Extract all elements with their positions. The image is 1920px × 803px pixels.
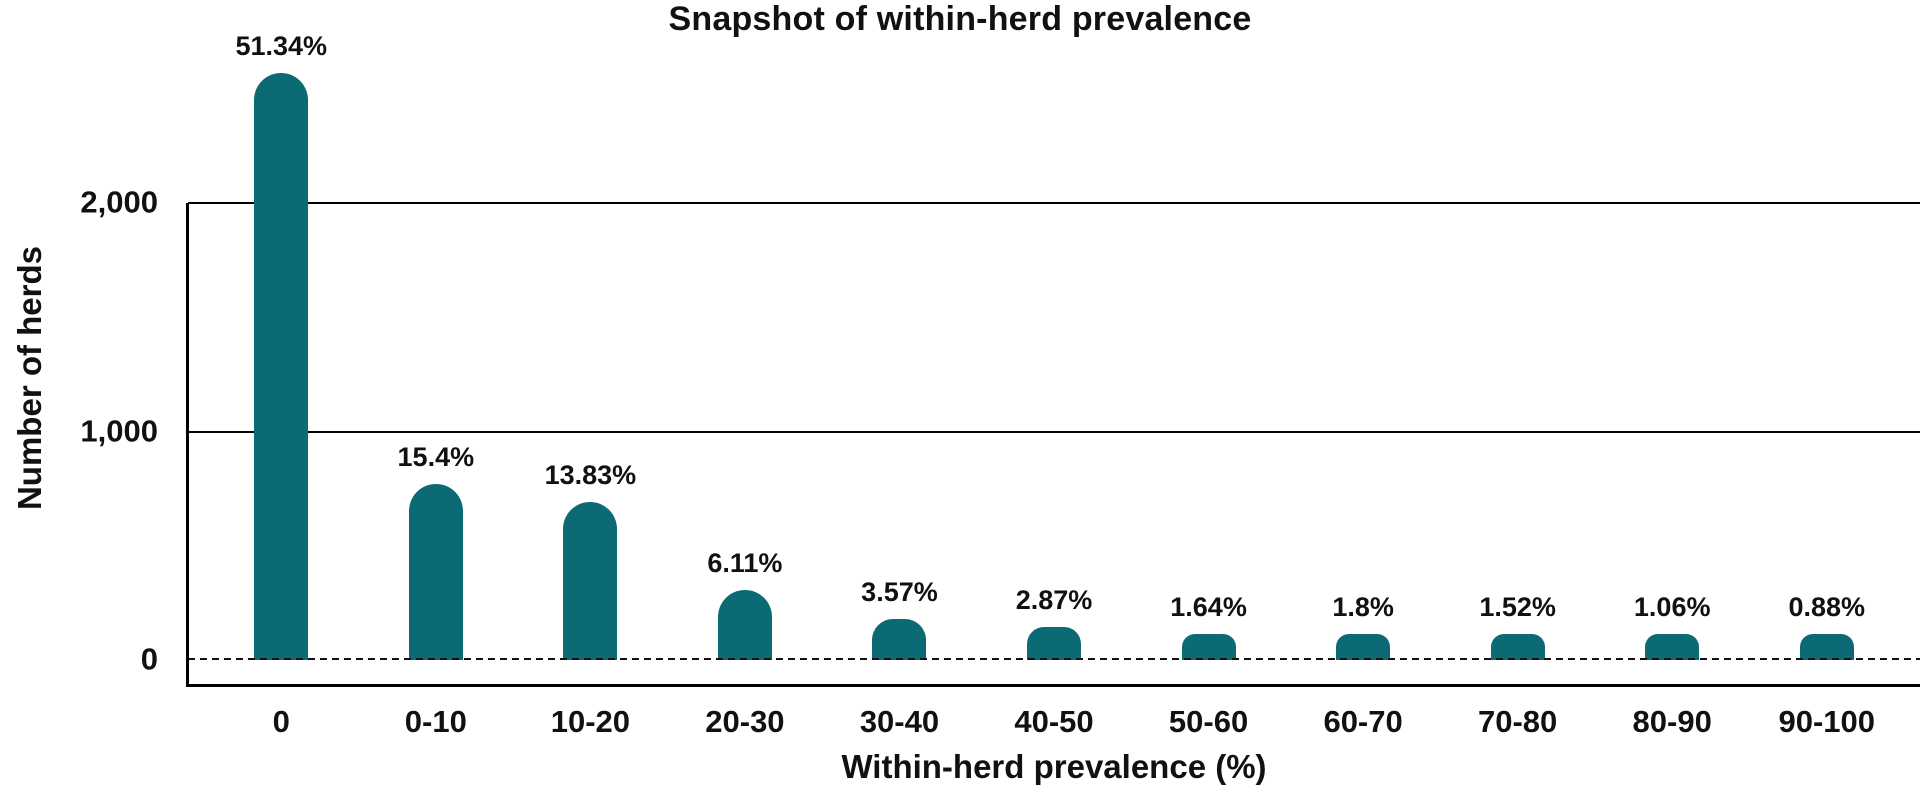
x-tick-label-80-90: 80-90 [1632, 704, 1712, 739]
bar-value-label: 6.11% [707, 548, 783, 578]
x-tick-label-40-50: 40-50 [1014, 704, 1094, 739]
x-tick-label-60-70: 60-70 [1323, 704, 1403, 739]
bar-value-label: 15.4% [397, 442, 475, 472]
bar-slot-90-100: 0.88% [1749, 0, 1904, 686]
bar-value-label: 1.52% [1479, 592, 1556, 622]
bar-slot-80-90: 1.06% [1595, 0, 1750, 686]
x-axis-tick-labels: 0 0-10 10-20 20-30 30-40 40-50 50-60 60-70 70-80… [188, 700, 1920, 746]
x-tick-label-30-40: 30-40 [859, 704, 940, 739]
bar-60-70 [1336, 634, 1391, 660]
bar-30-40 [872, 619, 927, 660]
bar-slot-30-40: 3.57% [822, 0, 977, 686]
bar-slot-70-80: 1.52% [1440, 0, 1595, 686]
y-axis-line [186, 203, 189, 687]
bar-slot-60-70: 1.8% [1286, 0, 1441, 686]
x-tick-label-50-60: 50-60 [1168, 704, 1249, 739]
bar-slot-40-50: 2.87% [977, 0, 1132, 686]
y-tick-label: 0 [140, 641, 158, 677]
x-tick-label-0-10: 0-10 [404, 704, 467, 739]
bar-value-label: 1.64% [1170, 592, 1247, 622]
bar-0-10 [408, 484, 463, 660]
bar-0 [254, 73, 309, 660]
zero-baseline-dashed-line [188, 658, 1920, 660]
bar-value-label: 13.83% [544, 460, 637, 490]
x-tick-label-0: 0 [272, 704, 290, 739]
bar-value-label: 1.06% [1633, 592, 1711, 622]
y-tick-label: 2,000 [80, 184, 158, 220]
bar-10-20 [563, 502, 618, 660]
bar-80-90 [1645, 634, 1700, 660]
y-axis-title: Number of herds [11, 245, 48, 511]
bar-slot-20-30: 6.11% [668, 0, 823, 686]
bar-value-label: 51.34% [235, 31, 328, 61]
gridline-1000 [188, 431, 1920, 433]
x-axis-title: Within-herd prevalence (%) [841, 748, 1267, 785]
bar-value-label: 1.8% [1332, 592, 1394, 622]
bar-slot-50-60: 1.64% [1131, 0, 1286, 686]
bar-90-100 [1799, 634, 1854, 660]
x-tick-label-70-80: 70-80 [1478, 704, 1558, 739]
bars-layer: 51.34% 15.4% 13.83% 6.11% 3.57% 2.87% 1.64% 1.8… [188, 0, 1920, 686]
bar-50-60 [1181, 634, 1236, 660]
x-tick-label-10-20: 10-20 [550, 704, 631, 739]
bar-70-80 [1490, 634, 1545, 660]
bar-value-label: 3.57% [861, 577, 938, 607]
x-tick-label-20-30: 20-30 [705, 704, 785, 739]
x-tick-label-90-100: 90-100 [1778, 704, 1875, 739]
gridline-2000 [188, 202, 1920, 204]
bar-slot-10-20: 13.83% [513, 0, 668, 686]
x-axis-line [188, 684, 1920, 687]
bar-value-label: 2.87% [1015, 585, 1093, 615]
bar-20-30 [717, 590, 772, 660]
bar-slot-0-10: 15.4% [359, 0, 514, 686]
bar-slot-0: 51.34% [204, 0, 359, 686]
chart-title: Snapshot of within-herd prevalence [668, 0, 1252, 38]
y-tick-label: 1,000 [80, 413, 158, 449]
bar-value-label: 0.88% [1788, 592, 1866, 622]
bar-40-50 [1027, 627, 1081, 660]
